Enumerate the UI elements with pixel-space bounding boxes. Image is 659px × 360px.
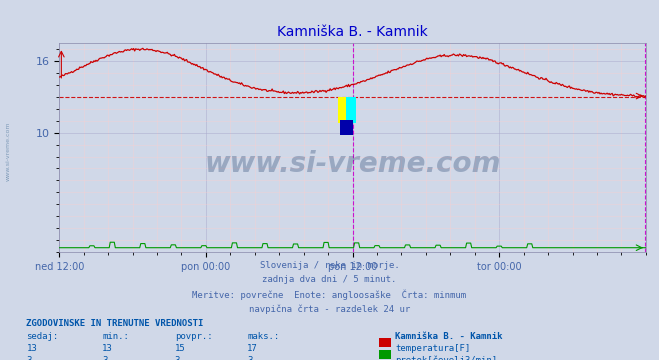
Text: Slovenija / reke in morje.: Slovenija / reke in morje. bbox=[260, 261, 399, 270]
Text: 13: 13 bbox=[26, 344, 37, 353]
Text: temperatura[F]: temperatura[F] bbox=[395, 344, 471, 353]
Text: Kamniška B. - Kamnik: Kamniška B. - Kamnik bbox=[395, 332, 503, 341]
Text: 3: 3 bbox=[247, 356, 252, 360]
Text: 13: 13 bbox=[102, 344, 113, 353]
Text: www.si-vreme.com: www.si-vreme.com bbox=[6, 121, 11, 181]
Text: maks.:: maks.: bbox=[247, 332, 279, 341]
Text: ZGODOVINSKE IN TRENUTNE VREDNOSTI: ZGODOVINSKE IN TRENUTNE VREDNOSTI bbox=[26, 319, 204, 328]
Text: povpr.:: povpr.: bbox=[175, 332, 212, 341]
Text: navpična črta - razdelek 24 ur: navpična črta - razdelek 24 ur bbox=[249, 304, 410, 314]
Text: min.:: min.: bbox=[102, 332, 129, 341]
Text: 17: 17 bbox=[247, 344, 258, 353]
Bar bbox=[338, 98, 351, 122]
Text: 3: 3 bbox=[26, 356, 32, 360]
Text: zadnja dva dni / 5 minut.: zadnja dva dni / 5 minut. bbox=[262, 275, 397, 284]
Text: 3: 3 bbox=[102, 356, 107, 360]
Text: pretok[čevelj3/min]: pretok[čevelj3/min] bbox=[395, 356, 498, 360]
Text: 3: 3 bbox=[175, 356, 180, 360]
Text: www.si-vreme.com: www.si-vreme.com bbox=[204, 150, 501, 178]
Text: Meritve: povrečne  Enote: angloosaške  Črta: minmum: Meritve: povrečne Enote: angloosaške Črt… bbox=[192, 290, 467, 300]
Title: Kamniška B. - Kamnik: Kamniška B. - Kamnik bbox=[277, 25, 428, 39]
Text: sedaj:: sedaj: bbox=[26, 332, 59, 341]
Bar bbox=[341, 120, 353, 135]
Bar bbox=[345, 98, 356, 122]
Text: 15: 15 bbox=[175, 344, 185, 353]
